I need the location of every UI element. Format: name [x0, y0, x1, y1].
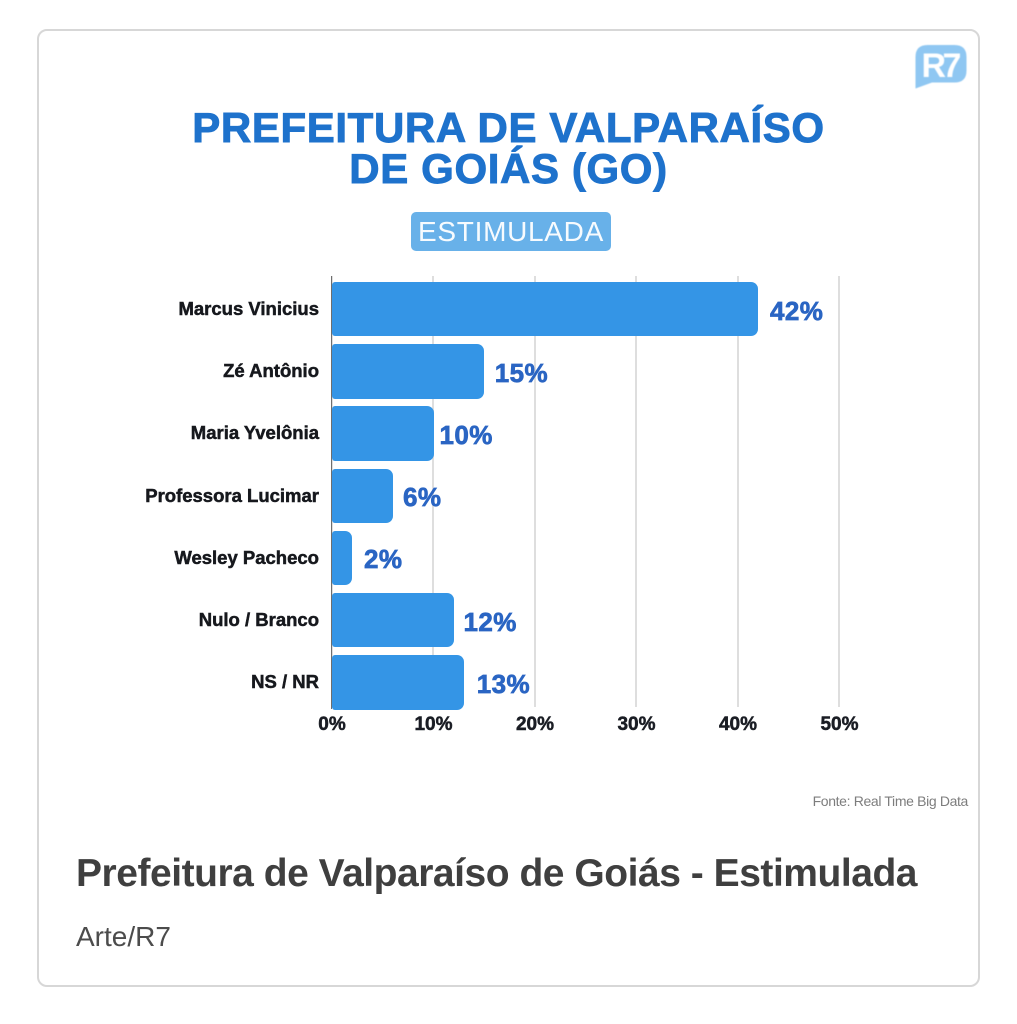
svg-text:R7: R7	[922, 47, 961, 85]
